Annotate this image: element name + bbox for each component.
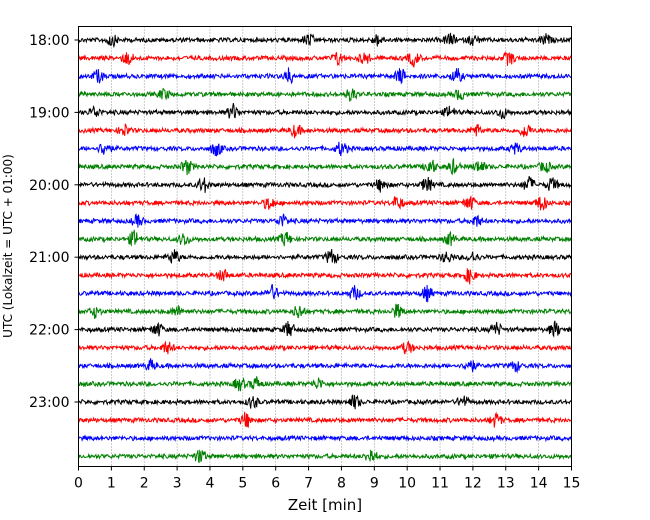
trace-2145 (78, 303, 572, 320)
trace-2000 (78, 175, 572, 193)
trace-2030 (78, 213, 572, 228)
y-tick-label: 23:00 (29, 395, 69, 411)
trace-2045 (78, 229, 572, 247)
y-tick-label: 21:00 (29, 250, 69, 266)
x-axis: 0 1 2 3 4 5 6 7 8 9 10 11 12 13 14 15 (74, 466, 581, 492)
trace-2300 (78, 394, 572, 410)
x-tick-label: 11 (431, 476, 449, 492)
trace-1915 (78, 123, 572, 139)
x-tick-label: 13 (497, 476, 515, 492)
trace-2100 (78, 249, 572, 265)
x-tick-label: 15 (563, 476, 581, 492)
trace-2115 (78, 268, 572, 285)
trace-1830 (78, 67, 572, 85)
trace-2015 (78, 195, 572, 211)
x-tick-label: 12 (464, 476, 482, 492)
x-tick-label: 10 (398, 476, 416, 492)
x-tick-label: 5 (238, 476, 247, 492)
y-axis-label: UTC (Lokalzeit = UTC + 01:00) (1, 154, 15, 338)
x-tick-label: 2 (140, 476, 149, 492)
trace-1930 (78, 141, 572, 157)
trace-1800 (78, 32, 572, 49)
x-tick-label: 4 (206, 476, 215, 492)
trace-1845 (78, 87, 572, 102)
trace-2130 (78, 283, 572, 303)
x-tick-label: 0 (74, 476, 83, 492)
trace-2345 (78, 449, 572, 463)
x-axis-label: Zeit [min] (288, 496, 362, 514)
x-tick-label: 3 (173, 476, 182, 492)
x-tick-label: 9 (370, 476, 379, 492)
y-tick-label: 22:00 (29, 323, 69, 339)
trace-1945 (78, 158, 572, 176)
x-tick-label: 6 (271, 476, 280, 492)
x-tick-label: 7 (304, 476, 313, 492)
y-axis: 18:00 19:00 20:00 21:00 22:00 23:00 (29, 33, 79, 411)
trace-2200 (78, 320, 572, 338)
trace-2215 (78, 340, 572, 355)
trace-2330 (78, 434, 572, 443)
trace-1815 (78, 51, 572, 68)
trace-2245 (78, 376, 572, 392)
plot-frame (78, 26, 572, 467)
trace-2315 (78, 411, 572, 428)
trace-1900 (78, 103, 572, 120)
x-tick-label: 14 (530, 476, 548, 492)
seismic-traces (78, 32, 572, 463)
x-tick-label: 1 (107, 476, 116, 492)
plot-area (111, 26, 539, 467)
x-tick-label: 8 (337, 476, 346, 492)
trace-2230 (78, 358, 572, 374)
y-tick-label: 18:00 (29, 33, 69, 49)
y-tick-label: 19:00 (29, 105, 69, 121)
y-tick-label: 20:00 (29, 178, 69, 194)
